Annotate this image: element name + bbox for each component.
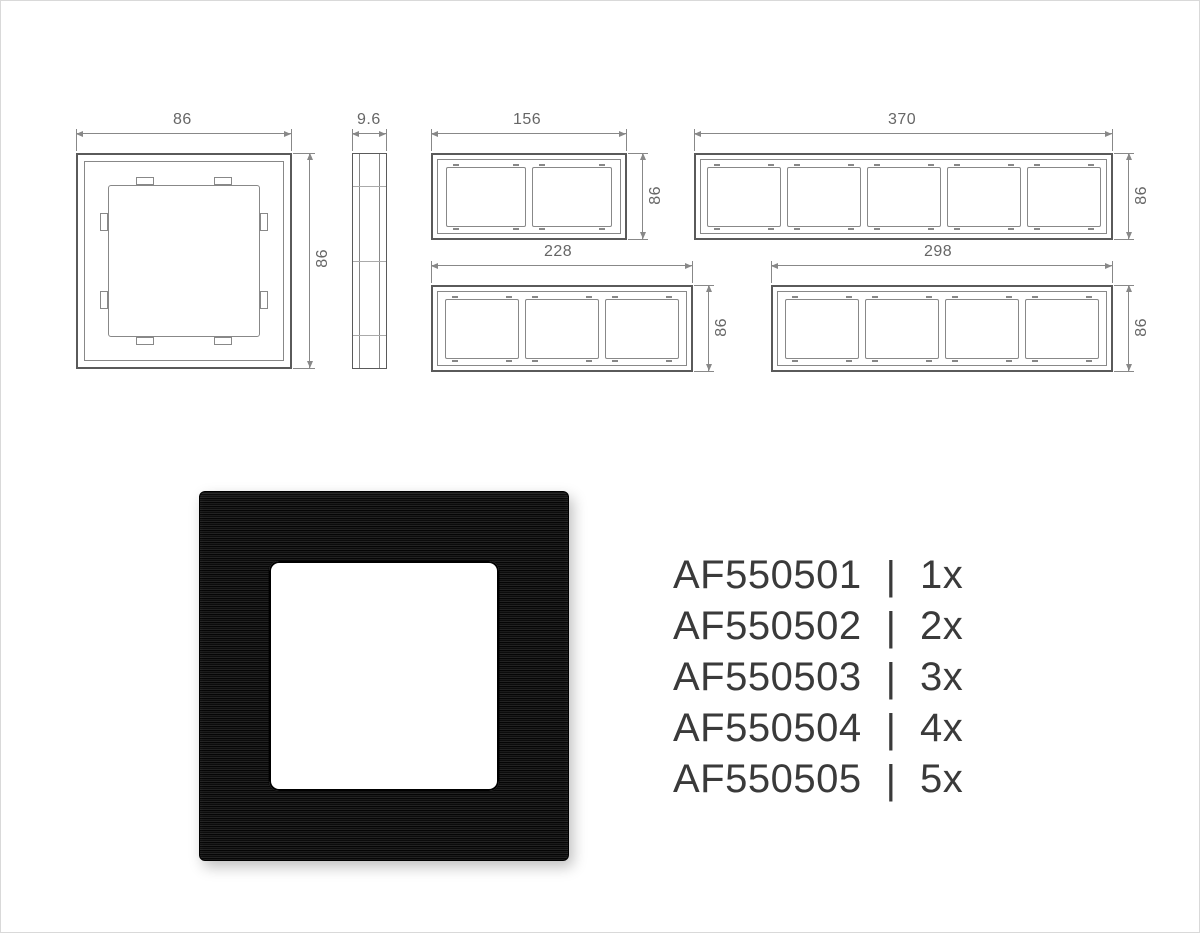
product-code: AF550501 (673, 553, 862, 598)
drawing-single-frame (76, 153, 292, 369)
slot (945, 299, 1019, 359)
drawing-4gang-frame (771, 285, 1113, 372)
dim-tick (692, 261, 693, 283)
product-render-window (269, 561, 499, 791)
dim-4gang-width-label: 298 (924, 243, 952, 261)
product-code-table: AF550501 | 1x AF550502 | 2x AF550503 | 3… (673, 553, 963, 802)
dim-tick (386, 129, 387, 151)
separator-icon: | (886, 709, 896, 749)
product-qty: 2x (920, 604, 963, 649)
product-qty: 4x (920, 706, 963, 751)
product-qty: 1x (920, 553, 963, 598)
dim-tick (1114, 371, 1134, 372)
dim-tick (431, 129, 432, 151)
product-qty: 5x (920, 757, 963, 802)
dim-4gang-height-label: 86 (1133, 318, 1151, 337)
dim-5gang-width-label: 370 (888, 111, 916, 129)
dim-tick (694, 371, 714, 372)
dim-2gang-height-line (642, 153, 643, 239)
dim-tick (76, 129, 77, 151)
slot (787, 167, 861, 227)
product-code: AF550502 (673, 604, 862, 649)
product-code: AF550503 (673, 655, 862, 700)
slot (707, 167, 781, 227)
dim-tick (694, 129, 695, 151)
dim-tick (694, 285, 714, 286)
dim-3gang-width-label: 228 (544, 243, 572, 261)
slot (947, 167, 1021, 227)
dim-tick (1114, 239, 1134, 240)
dim-5gang-height-label: 86 (1133, 186, 1151, 205)
dim-3gang-width-line (431, 265, 692, 266)
dim-tick (352, 129, 353, 151)
dim-tick (291, 129, 292, 151)
drawing-2gang-frame (431, 153, 627, 240)
separator-icon: | (886, 760, 896, 800)
dim-3gang-height-line (708, 285, 709, 371)
slot (532, 167, 612, 227)
dim-4gang-height-line (1128, 285, 1129, 371)
separator-icon: | (886, 607, 896, 647)
dim-single-width-line (76, 133, 291, 134)
dim-5gang-width-line (694, 133, 1112, 134)
dim-tick (628, 153, 648, 154)
dim-3gang-height-label: 86 (713, 318, 731, 337)
dim-single-height-label: 86 (314, 249, 332, 268)
slot (1027, 167, 1101, 227)
dim-single-height-line (309, 153, 310, 368)
dim-tick (1114, 285, 1134, 286)
dim-5gang-height-line (1128, 153, 1129, 239)
product-code: AF550504 (673, 706, 862, 751)
drawing-5gang-frame (694, 153, 1113, 240)
product-render-frame (199, 491, 569, 861)
slot (1025, 299, 1099, 359)
dim-tick (771, 261, 772, 283)
dim-tick (1114, 153, 1134, 154)
slot (446, 167, 526, 227)
drawing-3gang-frame (431, 285, 693, 372)
dim-tick (626, 129, 627, 151)
drawing-side-profile (352, 153, 387, 369)
slot (867, 167, 941, 227)
product-qty: 3x (920, 655, 963, 700)
dim-single-width-label: 86 (173, 111, 192, 129)
slot (605, 299, 679, 359)
dim-4gang-width-line (771, 265, 1112, 266)
dim-tick (1112, 261, 1113, 283)
dim-tick (628, 239, 648, 240)
slot (865, 299, 939, 359)
dim-2gang-width-label: 156 (513, 111, 541, 129)
dim-profile-depth-label: 9.6 (357, 111, 381, 129)
dim-2gang-width-line (431, 133, 626, 134)
dim-2gang-height-label: 86 (647, 186, 665, 205)
slot (785, 299, 859, 359)
dim-tick (293, 368, 315, 369)
product-code: AF550505 (673, 757, 862, 802)
separator-icon: | (886, 658, 896, 698)
dim-tick (431, 261, 432, 283)
separator-icon: | (886, 556, 896, 596)
page-root: 86 86 9.6 156 86 (0, 0, 1200, 933)
dim-tick (293, 153, 315, 154)
slot (525, 299, 599, 359)
slot (445, 299, 519, 359)
dim-tick (1112, 129, 1113, 151)
dim-profile-depth-line (352, 133, 386, 134)
